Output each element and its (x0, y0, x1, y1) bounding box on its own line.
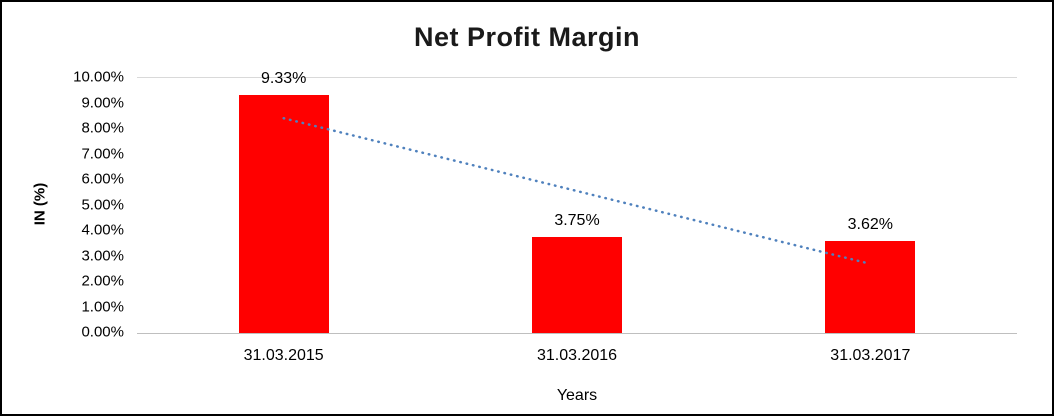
x-tick-label: 31.03.2016 (536, 347, 618, 364)
x-axis-title: Years (556, 387, 598, 404)
x-tick-label: 31.03.2015 (243, 347, 324, 364)
y-tick-label: 8.00% (81, 119, 124, 137)
y-tick-label: 9.00% (81, 94, 124, 111)
y-tick-label: 3.00% (81, 247, 124, 264)
y-tick-label: 6.00% (81, 170, 124, 188)
bar-data-label: 9.33% (260, 70, 307, 88)
bar (238, 95, 329, 333)
y-tick-label: 0.00% (81, 323, 124, 341)
y-tick-label: 5.00% (81, 196, 124, 213)
y-tick-label: 7.00% (81, 145, 124, 162)
plot-area: 9.33% 3.75% 3.62% (137, 70, 1017, 334)
x-axis-ticks: 31.03.2015 31.03.2016 31.03.2017 (137, 347, 1017, 369)
chart-title: Net Profit Margin (413, 22, 640, 52)
bar-data-label: 3.75% (554, 212, 600, 230)
y-tick-label: 4.00% (81, 221, 124, 239)
y-tick-label: 10.00% (73, 68, 124, 86)
y-tick-label: 1.00% (81, 298, 124, 315)
y-axis-ticks: 0.00% 1.00% 2.00% 3.00% 4.00% 5.00% 6.00% 7.00%… (2, 69, 124, 341)
bar (532, 237, 622, 333)
bar (825, 240, 916, 333)
y-tick-label: 2.00% (81, 272, 124, 290)
x-tick-label: 31.03.2017 (830, 347, 911, 364)
bar-data-label: 3.62% (847, 215, 894, 233)
